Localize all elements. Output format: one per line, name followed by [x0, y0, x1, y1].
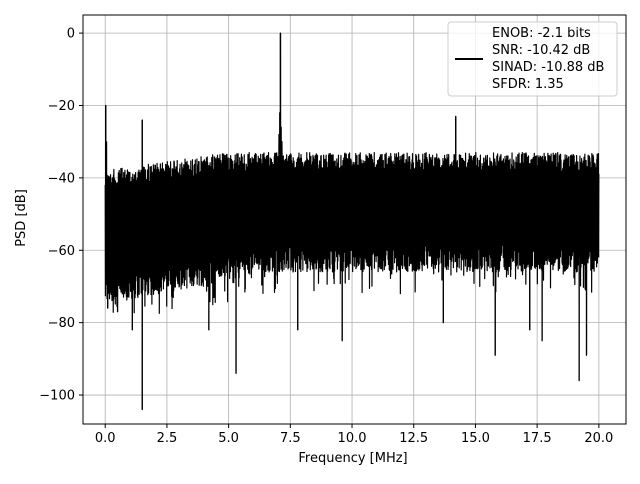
y-axis-ticks: 0 −20 −40 −60 −80 −100: [39, 27, 83, 404]
y-axis-label: PSD [dB]: [14, 189, 29, 247]
x-tick-label: 5.0: [218, 431, 239, 446]
legend-snr-text: SNR: -10.42 dB: [492, 43, 590, 58]
x-tick-label: 7.5: [280, 431, 301, 446]
x-axis-ticks: 0.0 2.5 5.0 7.5 10.0 12.5 15.0 17.5 20.0: [95, 424, 613, 446]
x-tick-label: 15.0: [461, 431, 490, 446]
y-tick-label: −20: [48, 99, 75, 114]
y-tick-label: −40: [48, 171, 75, 186]
x-tick-label: 0.0: [95, 431, 116, 446]
series-layer: [104, 32, 600, 411]
psd-series-line: [104, 32, 600, 411]
x-axis-label: Frequency [MHz]: [298, 451, 407, 466]
y-tick-label: −100: [39, 389, 75, 404]
legend-enob-text: ENOB: -2.1 bits: [492, 26, 591, 41]
legend-box: [447, 21, 618, 97]
x-tick-label: 12.5: [399, 431, 428, 446]
legend: ENOB: -2.1 bits SNR: -10.42 dB SINAD: -1…: [447, 21, 618, 97]
axes-frame: [82, 14, 627, 425]
y-tick-label: −60: [48, 244, 75, 259]
y-tick-label: 0: [67, 27, 75, 42]
x-tick-label: 10.0: [338, 431, 367, 446]
x-tick-label: 17.5: [523, 431, 552, 446]
y-tick-label: −80: [48, 316, 75, 331]
x-tick-label: 2.5: [157, 431, 178, 446]
legend-sfdr-text: SFDR: 1.35: [492, 77, 564, 92]
legend-sinad-text: SINAD: -10.88 dB: [492, 60, 604, 75]
x-tick-label: 20.0: [584, 431, 613, 446]
